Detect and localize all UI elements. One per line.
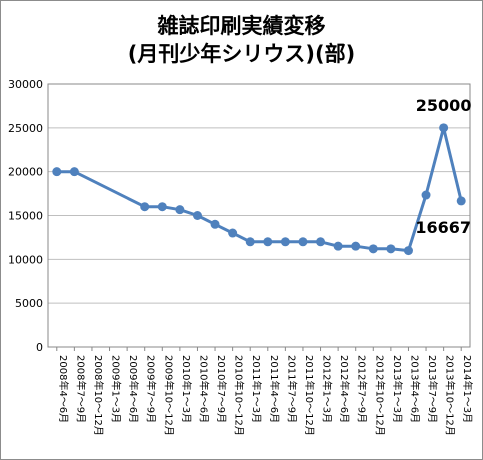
data-point	[403, 246, 413, 256]
data-point	[298, 237, 308, 247]
plot-area	[47, 83, 471, 348]
data-point	[228, 228, 238, 238]
data-point	[368, 244, 378, 254]
x-tick-label: 2013年10～12月	[444, 355, 457, 436]
data-point	[421, 190, 431, 200]
y-tick-label: 5000	[15, 297, 43, 310]
chart-title-line1: 雑誌印刷実績変移	[157, 14, 326, 38]
x-tick-label: 2014年1～3月	[461, 355, 474, 423]
chart-title-line2: (月刊少年シリウス)(部)	[127, 42, 356, 66]
x-tick-label: 2011年10～12月	[303, 355, 316, 436]
y-tick-label: 15000	[8, 210, 43, 223]
data-point	[69, 167, 79, 177]
y-tick-label: 25000	[8, 122, 43, 135]
y-tick-label: 20000	[8, 166, 43, 179]
x-tick-label: 2009年1～3月	[110, 355, 123, 423]
y-tick-label: 30000	[8, 78, 43, 91]
data-point	[280, 237, 290, 247]
data-point	[263, 237, 273, 247]
data-point	[192, 211, 202, 220]
y-tick-label: 0	[36, 341, 43, 354]
x-tick-label: 2012年4～6月	[338, 355, 351, 423]
data-point	[351, 241, 361, 251]
x-tick-label: 2012年1～3月	[321, 355, 334, 423]
data-point	[439, 123, 449, 133]
x-tick-label: 2013年7～9月	[426, 355, 439, 423]
x-tick-label: 2008年7～9月	[74, 355, 87, 423]
data-point	[175, 205, 185, 215]
x-tick-label: 2013年4～6月	[408, 355, 421, 423]
data-point	[386, 244, 396, 254]
x-tick-label: 2013年1～3月	[391, 355, 404, 423]
data-point	[140, 202, 150, 212]
data-label: 25000	[416, 96, 472, 115]
x-tick-label: 2008年10～12月	[92, 355, 105, 436]
x-tick-label: 2011年4～6月	[268, 355, 281, 423]
x-tick-label: 2011年7～9月	[285, 355, 298, 423]
x-tick-label: 2011年1～3月	[250, 355, 263, 423]
x-tick-label: 2009年4～6月	[127, 355, 140, 423]
x-tick-label: 2009年10～12月	[162, 355, 175, 436]
x-tick-label: 2012年7～9月	[356, 355, 369, 423]
data-point	[52, 167, 62, 177]
x-tick-label: 2010年7～9月	[215, 355, 228, 423]
data-point	[210, 219, 220, 229]
x-tick-label: 2010年4～6月	[197, 355, 210, 423]
y-tick-label: 10000	[8, 253, 43, 266]
data-point	[316, 237, 326, 247]
x-tick-label: 2010年10～12月	[233, 355, 246, 436]
series-line	[56, 126, 463, 253]
x-tick-label: 2009年7～9月	[145, 355, 158, 423]
data-point	[157, 202, 167, 212]
x-tick-label: 2012年10～12月	[373, 355, 386, 436]
data-point	[456, 196, 466, 206]
data-label: 16667	[415, 218, 471, 237]
x-tick-label: 2010年1～3月	[180, 355, 193, 423]
data-point	[333, 241, 343, 251]
x-tick-label: 2008年4～6月	[57, 355, 70, 423]
data-point	[245, 237, 255, 247]
